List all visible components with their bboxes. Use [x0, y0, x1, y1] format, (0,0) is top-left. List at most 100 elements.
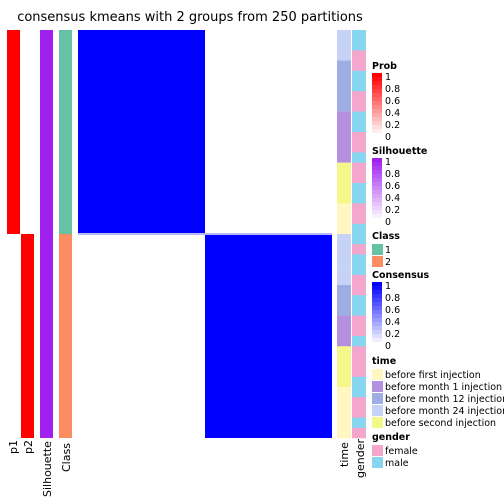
- prob-legend-swatch: [372, 117, 382, 122]
- legends: Prob10.80.60.40.20Silhouette10.80.60.40.…: [372, 61, 504, 469]
- time-cell: [337, 417, 351, 429]
- silhouette-legend-swatch: [372, 170, 382, 175]
- class-legend-swatch: [372, 256, 383, 267]
- prob-legend-swatch: [372, 105, 382, 110]
- consensus-legend-swatch: [372, 286, 382, 291]
- gender-cell: [352, 417, 366, 429]
- prob-legend-swatch: [372, 121, 382, 126]
- time-cell: [337, 142, 351, 153]
- gender-cell: [352, 397, 366, 408]
- chart-title: consensus kmeans with 2 groups from 250 …: [17, 10, 363, 25]
- silhouette-legend-swatch: [372, 162, 382, 167]
- column-label-p2: p2: [22, 440, 35, 454]
- silhouette-legend-swatch: [372, 210, 382, 215]
- gender-cell: [352, 203, 366, 214]
- gender-cell: [352, 162, 366, 174]
- gender-cell: [352, 152, 366, 163]
- column-label-class: Class: [60, 443, 73, 472]
- silhouette-legend-swatch: [372, 174, 382, 179]
- silhouette-legend-swatch: [372, 206, 382, 211]
- consensus-legend-swatch: [372, 310, 382, 315]
- consensus-legend-swatch: [372, 330, 382, 335]
- time-cell: [337, 336, 351, 347]
- time-cell: [337, 152, 351, 163]
- time-cell: [337, 30, 351, 41]
- time-cell: [337, 162, 351, 174]
- silhouette-legend-tick: 0.2: [385, 205, 400, 216]
- time-cell: [337, 274, 351, 286]
- gender-cell: [352, 40, 366, 51]
- time-cell: [337, 427, 351, 439]
- gender-cell: [352, 407, 366, 418]
- gender-cell: [352, 111, 366, 123]
- time-cell: [337, 70, 351, 82]
- gender-cell: [352, 60, 366, 72]
- prob-legend-tick: 0.8: [385, 84, 400, 95]
- column-label-silhouette: Silhouette: [41, 441, 54, 497]
- time-legend-swatch: [372, 369, 383, 380]
- silhouette-legend-tick: 0.6: [385, 181, 400, 192]
- prob-legend-tick: 0.2: [385, 120, 400, 131]
- time-cell: [337, 234, 351, 245]
- consensus-legend-tick: 0: [385, 341, 391, 352]
- silhouette-cell: [40, 234, 53, 438]
- gender-cell: [352, 70, 366, 82]
- prob-legend-swatch: [372, 113, 382, 118]
- prob-legend-tick: 0.4: [385, 108, 400, 119]
- consensus-group-separator: [78, 233, 332, 235]
- gender-cell: [352, 427, 366, 439]
- gender-legend-label: female: [385, 446, 418, 457]
- consensus-legend-swatch: [372, 282, 382, 287]
- prob-legend-swatch: [372, 97, 382, 102]
- gender-cell: [352, 91, 366, 102]
- time-legend-title: time: [372, 356, 396, 367]
- gender-cell: [352, 244, 366, 255]
- time-cell: [337, 60, 351, 72]
- time-legend-swatch: [372, 381, 383, 392]
- silhouette-legend-title: Silhouette: [372, 146, 427, 157]
- prob-legend-swatch: [372, 125, 382, 130]
- gender-cell: [352, 336, 366, 347]
- prob-legend-title: Prob: [372, 61, 397, 72]
- gender-cell: [352, 264, 366, 276]
- time-cell: [337, 366, 351, 378]
- time-cell: [337, 285, 351, 296]
- gender-cell: [352, 50, 366, 61]
- consensus-cell: [78, 234, 205, 438]
- silhouette-legend-swatch: [372, 190, 382, 195]
- silhouette-legend-swatch: [372, 186, 382, 191]
- gender-cell: [352, 295, 366, 306]
- prob-legend-swatch: [372, 101, 382, 106]
- gender-cell: [352, 325, 366, 337]
- gender-cell: [352, 274, 366, 286]
- time-cell: [337, 193, 351, 204]
- silhouette-legend-swatch: [372, 166, 382, 171]
- time-cell: [337, 346, 351, 357]
- consensus-legend-title: Consensus: [372, 270, 430, 281]
- silhouette-legend-swatch: [372, 158, 382, 163]
- time-cell: [337, 183, 351, 194]
- consensus-legend-tick: 0.2: [385, 329, 400, 340]
- time-cell: [337, 387, 351, 398]
- prob-legend-tick: 0.6: [385, 96, 400, 107]
- silhouette-legend-swatch: [372, 202, 382, 207]
- time-cell: [337, 50, 351, 61]
- consensus-legend-swatch: [372, 338, 382, 343]
- prob-legend-tick: 0: [385, 132, 391, 143]
- prob-legend-tick: 1: [385, 72, 391, 83]
- consensus-legend-swatch: [372, 298, 382, 303]
- consensus-legend-swatch: [372, 322, 382, 327]
- gender-cell: [352, 285, 366, 296]
- time-cell: [337, 305, 351, 316]
- consensus-legend-swatch: [372, 294, 382, 299]
- gender-cell: [352, 376, 366, 388]
- gender-cell: [352, 30, 366, 41]
- time-cell: [337, 91, 351, 102]
- gender-cell: [352, 172, 366, 184]
- silhouette-legend-tick: 1: [385, 157, 391, 168]
- time-cell: [337, 111, 351, 123]
- class-legend-swatch: [372, 244, 383, 255]
- consensus-legend-swatch: [372, 314, 382, 319]
- gender-cell: [352, 223, 366, 235]
- column-labels: p1 p2 Silhouette Class time gender: [7, 439, 367, 497]
